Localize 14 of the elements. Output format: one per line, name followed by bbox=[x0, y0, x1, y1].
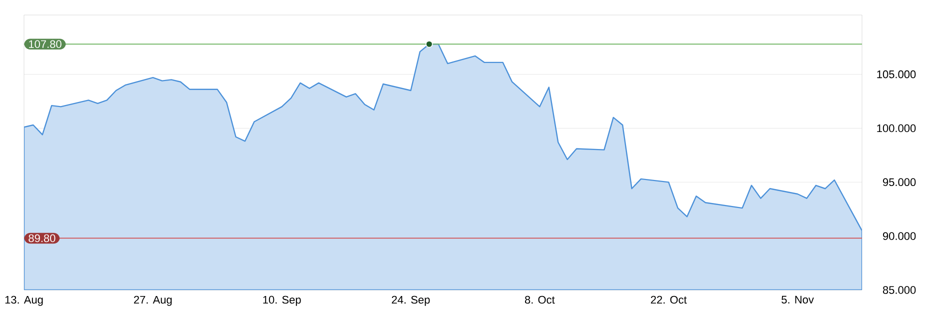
x-tick-label: 22. Oct bbox=[650, 296, 687, 304]
ref-line-label: 107.80 bbox=[29, 40, 62, 48]
x-tick-label: 24. Sep bbox=[392, 296, 430, 306]
y-tick-label: 105.000 bbox=[877, 70, 916, 78]
y-tick-label: 95.000 bbox=[883, 178, 916, 186]
x-tick-label: 5. Nov bbox=[782, 296, 814, 304]
ref-line-label: 89.80 bbox=[28, 234, 56, 242]
x-tick-label: 13. Aug bbox=[5, 296, 43, 306]
x-tick-label: 8. Oct bbox=[524, 296, 555, 304]
x-tick-label: 27. Aug bbox=[134, 296, 172, 306]
y-tick-label: 90.000 bbox=[883, 232, 916, 240]
y-tick-label: 85.000 bbox=[882, 286, 916, 294]
y-tick-label: 100.000 bbox=[877, 124, 916, 132]
x-tick-label: 10. Sep bbox=[263, 296, 301, 306]
